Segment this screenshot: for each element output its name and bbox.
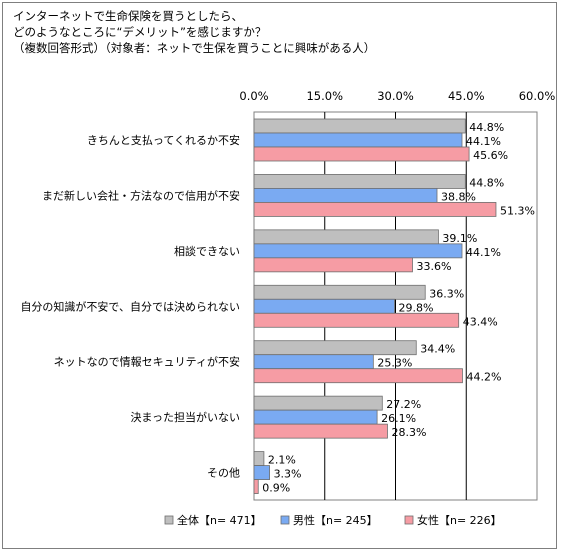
bar <box>253 423 388 439</box>
legend-label: 男性【n= 245】 <box>293 513 378 527</box>
data-label: 38.8% <box>441 190 476 203</box>
data-label: 25.3% <box>377 357 412 370</box>
bar <box>253 202 497 217</box>
bar <box>253 229 439 245</box>
category-label: ネットなので情報セキュリティが不安 <box>54 355 240 369</box>
bar <box>253 340 417 356</box>
category-label: 相談できない <box>174 244 240 258</box>
data-label: 44.1% <box>466 135 501 148</box>
data-label: 39.1% <box>442 232 477 245</box>
data-label: 29.8% <box>399 301 434 314</box>
chart-title-line-2: どのようなところに“デメリット”を感じますか？ <box>13 25 267 39</box>
data-label: 34.4% <box>420 343 455 356</box>
legend-label: 全体【n= 471】 <box>177 513 262 527</box>
bar <box>253 146 470 162</box>
data-label: 33.6% <box>416 260 451 273</box>
bar <box>253 284 426 300</box>
chart-frame: インターネットで生命保険を買うとしたら、 どのようなところに“デメリット”を感じ… <box>2 2 557 549</box>
bar <box>253 479 259 494</box>
data-label: 36.3% <box>429 287 464 300</box>
data-label: 44.8% <box>469 176 504 189</box>
x-tick-label: 15.0% <box>306 89 343 103</box>
x-tick-label: 45.0% <box>448 89 485 103</box>
data-label: 0.9% <box>262 482 290 495</box>
data-label: 3.3% <box>274 468 302 481</box>
data-label: 27.2% <box>386 398 421 411</box>
bar <box>253 243 463 259</box>
legend-swatch <box>164 515 174 525</box>
data-label: 51.3% <box>500 204 535 217</box>
category-label: まだ新しい会社・方法なので信用が不安 <box>42 188 240 202</box>
bar <box>253 465 270 480</box>
bar <box>253 368 463 384</box>
data-label: 26.1% <box>381 412 416 425</box>
bar <box>253 451 265 466</box>
bar <box>253 395 383 411</box>
data-label: 44.8% <box>469 121 504 134</box>
x-tick-label: 30.0% <box>377 89 414 103</box>
category-label: 自分の知識が不安で、自分では決められない <box>20 299 240 313</box>
data-label: 28.3% <box>391 426 426 439</box>
bar <box>253 174 466 189</box>
legend-swatch <box>280 515 290 525</box>
bar <box>253 354 374 370</box>
bar <box>253 188 438 203</box>
legend-label: 女性【n= 226】 <box>417 513 502 527</box>
data-label: 2.1% <box>268 454 296 467</box>
data-label: 44.1% <box>466 246 501 259</box>
bar <box>253 409 378 425</box>
x-tick-label: 0.0% <box>239 89 268 103</box>
data-label: 44.2% <box>466 371 501 384</box>
bar <box>253 118 466 134</box>
bar <box>253 257 413 273</box>
data-label: 45.6% <box>473 149 508 162</box>
chart-subtitle: （複数回答形式）（対象者：ネットで生保を買うことに興味がある人） <box>13 41 376 55</box>
data-label: 43.4% <box>463 315 498 328</box>
bar <box>253 312 460 328</box>
bar <box>253 132 463 148</box>
category-label: 決まった担当がいない <box>130 410 240 424</box>
legend-swatch <box>404 515 414 525</box>
chart-title-line-1: インターネットで生命保険を買うとしたら、 <box>13 9 243 23</box>
category-label: きちんと支払ってくれるか不安 <box>87 133 240 147</box>
bar <box>253 298 395 314</box>
category-label: その他 <box>207 467 240 480</box>
x-tick-label: 60.0% <box>519 89 556 103</box>
